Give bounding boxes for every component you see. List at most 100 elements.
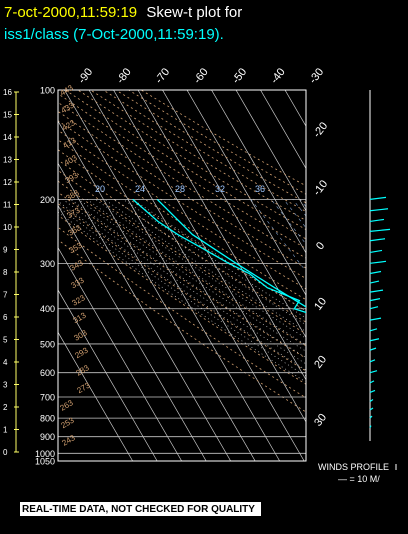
isotherm-label: -90: [76, 66, 95, 86]
isotherm-line: [186, 90, 306, 296]
dry-adiabat-line: [58, 110, 306, 269]
pressure-label: 100: [40, 86, 55, 96]
wind-barb: [369, 317, 382, 321]
dry-adiabat-line: [58, 93, 306, 249]
title-line: 7-oct-2000,11:59:19 Skew-t plot for: [4, 4, 242, 22]
wind-barb: [369, 415, 373, 419]
wind-barb: [369, 380, 375, 384]
pressure-label: 900: [40, 432, 55, 442]
moist-adiabat-line: [62, 199, 306, 365]
mixing-ratio-label: 28: [175, 184, 185, 194]
moist-adiabat-line: [113, 199, 306, 326]
wind-barb: [369, 218, 385, 223]
wind-barb: [369, 347, 377, 351]
height-tick-label: 2: [3, 403, 8, 412]
dry-adiabat-line: [77, 90, 306, 231]
height-tick-label: 10: [3, 223, 12, 232]
axis-labels: 1002003004005006007008009001000105016151…: [3, 66, 330, 466]
right-temp-label: -10: [311, 178, 330, 198]
isotherm-label: -40: [269, 66, 288, 86]
mixing-ratio-line: [316, 199, 408, 461]
right-temp-label: 30: [312, 412, 329, 429]
dry-adiabat-line: [58, 180, 306, 347]
dewpoint-line: [132, 198, 306, 314]
pressure-label: 300: [40, 259, 55, 269]
wind-barb: [369, 249, 383, 254]
isotherm-label: -70: [153, 66, 172, 86]
height-tick-label: 1: [3, 426, 8, 435]
winds-profile-title: WINDS PROFILE: [318, 462, 390, 472]
wind-barb: [369, 208, 389, 212]
mixing-ratio-label: 32: [215, 184, 225, 194]
dry-adiabat-label: 403: [63, 153, 80, 168]
plot-title: Skew-t plot for: [146, 4, 243, 21]
mixing-ratio-label: 20: [95, 184, 105, 194]
wind-barb: [369, 407, 374, 411]
wind-barb: [369, 196, 387, 200]
wind-barb: [369, 338, 380, 342]
wind-barb: [369, 370, 378, 374]
mixing-ratio-line: [270, 199, 306, 245]
height-tick-label: 0: [3, 448, 8, 457]
height-tick-label: 4: [3, 358, 8, 367]
dry-adiabat-label: 273: [76, 380, 93, 395]
dry-adiabat-label: 313: [72, 310, 89, 325]
height-tick-label: 13: [3, 156, 12, 165]
mixing-ratio-line: [283, 199, 306, 229]
datetime-label: 7-oct-2000,11:59:19: [4, 4, 138, 21]
height-tick-label: 6: [3, 313, 8, 322]
wind-barb: [369, 389, 376, 394]
isotherm-line: [310, 90, 408, 461]
wind-barb: [369, 228, 391, 232]
isotherm-label: -50: [230, 66, 249, 86]
mixing-ratio-line: [292, 199, 306, 217]
height-tick-label: 11: [3, 201, 12, 210]
pressure-label: 600: [40, 368, 55, 378]
mixing-ratio-label: 36: [255, 184, 265, 194]
wind-barb: [369, 359, 376, 363]
dry-adiabat-label: 423: [61, 118, 78, 133]
height-tick-label: 3: [3, 381, 8, 390]
dry-adiabat-label: 383: [65, 188, 82, 203]
dry-adiabat-label: 323: [71, 293, 88, 308]
height-tick-label: 9: [3, 246, 8, 255]
wind-barb: [369, 425, 372, 428]
pressure-label: 700: [40, 393, 55, 403]
pressure-label: 200: [40, 195, 55, 205]
plot-border: [57, 89, 307, 462]
moist-adiabat-line: [58, 200, 306, 371]
dry-adiabat-line: [115, 90, 306, 204]
mixing-ratio-line: [320, 199, 408, 461]
right-temp-label: 10: [312, 296, 329, 313]
right-temp-label: -20: [311, 120, 330, 140]
pressure-label: 1000: [35, 449, 55, 459]
dry-adiabat-label: 363: [67, 223, 84, 238]
wind-barb: [369, 306, 379, 310]
wind-barb: [369, 260, 387, 264]
pressure-label: 800: [40, 414, 55, 424]
dry-adiabat-line: [58, 203, 306, 372]
pressure-label: 400: [40, 304, 55, 314]
moist-adiabat-line: [70, 199, 306, 359]
dry-adiabat-label: 333: [70, 275, 87, 290]
wind-barb: [369, 298, 381, 302]
isotherm-line: [58, 120, 256, 461]
isotherm-line: [113, 90, 306, 423]
dry-adiabat-line: [140, 90, 306, 187]
isotherm-line: [58, 204, 207, 461]
dry-adiabat-label: 353: [68, 240, 85, 255]
right-temp-label: 0: [314, 240, 327, 252]
pressure-label: 1050: [35, 457, 55, 467]
dry-adiabat-line: [64, 90, 306, 240]
pressure-label: 500: [40, 339, 55, 349]
moist-adiabat-line: [58, 206, 306, 377]
height-tick-label: 8: [3, 268, 8, 277]
isotherm-line: [58, 331, 133, 461]
isotherm-line: [58, 289, 158, 461]
subtitle: iss1/class (7-Oct-2000,11:59:19).: [4, 26, 224, 43]
height-tick-label: 7: [3, 291, 8, 300]
height-tick-label: 16: [3, 88, 12, 97]
isotherm-label: -60: [192, 66, 211, 86]
height-tick-label: 15: [3, 111, 12, 120]
